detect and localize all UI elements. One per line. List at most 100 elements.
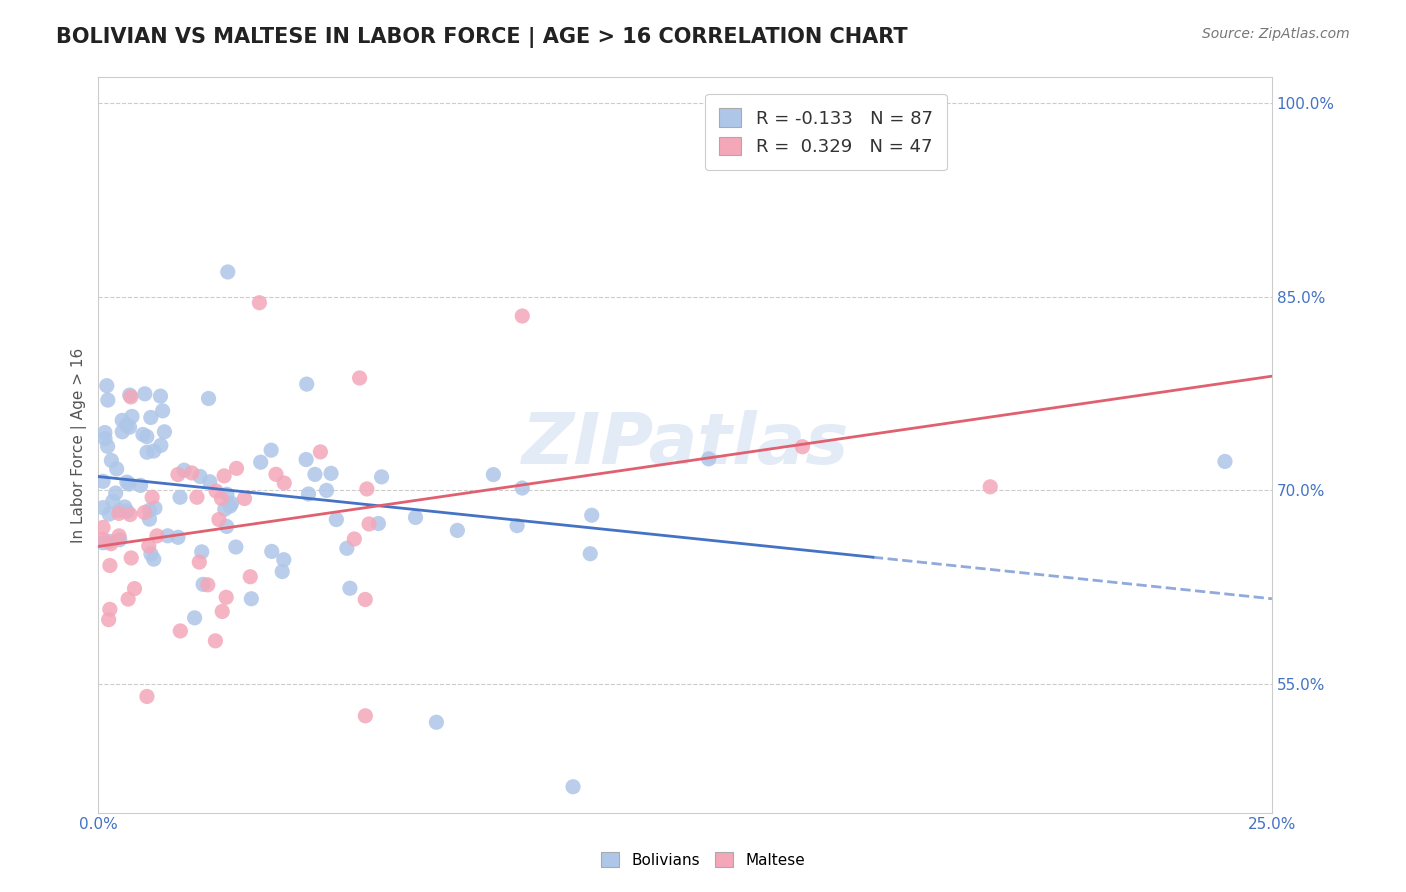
Point (510, 481, 533, 495)
Point (120, 508, 142, 522)
Point (339, 581, 361, 595)
Point (97, 613, 120, 627)
Point (111, 413, 134, 427)
Point (204, 633, 226, 648)
Point (215, 591, 238, 605)
Point (146, 529, 169, 543)
Point (357, 516, 380, 531)
Point (349, 371, 371, 385)
Point (91, 535, 114, 549)
Point (221, 496, 243, 510)
Point (510, 309, 533, 323)
Point (115, 504, 138, 518)
Point (315, 483, 337, 498)
Point (142, 444, 165, 458)
Point (233, 491, 256, 506)
Point (91, 533, 114, 547)
Point (264, 467, 287, 482)
Point (138, 503, 160, 517)
Point (173, 463, 195, 477)
Point (94, 432, 117, 446)
Point (117, 592, 139, 607)
Point (215, 519, 238, 533)
Point (190, 545, 212, 559)
Point (120, 551, 142, 566)
Point (581, 508, 603, 523)
Point (149, 389, 172, 403)
Point (211, 605, 233, 619)
Point (225, 461, 247, 475)
Point (979, 480, 1001, 494)
Point (271, 565, 294, 579)
Point (295, 377, 318, 392)
Point (135, 429, 157, 443)
Point (356, 482, 378, 496)
Point (209, 491, 232, 506)
Point (118, 388, 141, 402)
Point (225, 540, 247, 554)
Point (91, 500, 114, 515)
Point (197, 392, 219, 406)
Point (247, 295, 270, 310)
Point (143, 501, 166, 516)
Legend: R = -0.133   N = 87, R =  0.329   N = 47: R = -0.133 N = 87, R = 0.329 N = 47 (704, 94, 948, 170)
Point (134, 506, 156, 520)
Point (156, 529, 179, 543)
Point (167, 530, 190, 544)
Point (100, 537, 122, 551)
Point (562, 780, 585, 794)
Point (124, 582, 146, 596)
Point (217, 265, 239, 279)
Point (343, 532, 366, 546)
Text: Source: ZipAtlas.com: Source: ZipAtlas.com (1202, 27, 1350, 41)
Point (136, 445, 159, 459)
Point (180, 466, 202, 480)
Point (198, 475, 221, 489)
Point (215, 487, 238, 501)
Point (212, 469, 235, 483)
Legend: Bolivians, Maltese: Bolivians, Maltese (593, 844, 813, 875)
Text: BOLIVIAN VS MALTESE IN LABOR FORCE | AGE > 16 CORRELATION CHART: BOLIVIAN VS MALTESE IN LABOR FORCE | AGE… (56, 27, 908, 48)
Point (108, 507, 131, 521)
Point (136, 690, 159, 704)
Point (97, 439, 120, 453)
Point (354, 708, 377, 723)
Point (405, 510, 427, 524)
Y-axis label: In Labor Force | Age > 16: In Labor Force | Age > 16 (72, 347, 87, 542)
Point (697, 451, 720, 466)
Point (205, 483, 228, 498)
Point (1213, 454, 1236, 468)
Point (108, 533, 131, 547)
Point (114, 500, 136, 514)
Point (169, 624, 191, 638)
Point (98, 507, 121, 521)
Point (191, 577, 214, 591)
Point (108, 503, 131, 517)
Point (139, 410, 162, 425)
Point (169, 490, 191, 504)
Point (506, 518, 529, 533)
Text: ZIPatlas: ZIPatlas (522, 410, 849, 480)
Point (94, 425, 117, 440)
Point (120, 390, 142, 404)
Point (260, 544, 283, 558)
Point (98, 558, 121, 573)
Point (138, 512, 160, 526)
Point (183, 611, 205, 625)
Point (152, 404, 174, 418)
Point (111, 425, 134, 439)
Point (118, 477, 141, 491)
Point (139, 547, 162, 561)
Point (167, 467, 190, 482)
Point (208, 512, 231, 526)
Point (579, 547, 602, 561)
Point (273, 476, 295, 491)
Point (97, 393, 120, 408)
Point (121, 409, 143, 424)
Point (138, 539, 160, 553)
Point (115, 418, 138, 433)
Point (91, 475, 114, 489)
Point (295, 452, 318, 467)
Point (425, 715, 447, 730)
Point (105, 462, 128, 476)
